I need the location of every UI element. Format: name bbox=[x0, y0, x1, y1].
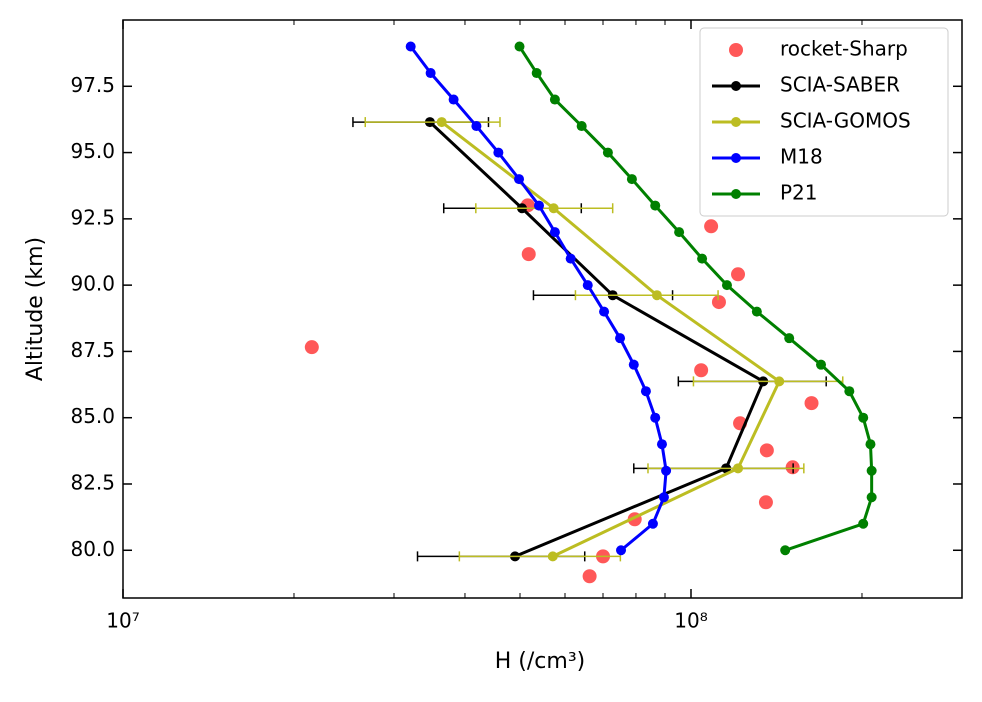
point bbox=[425, 68, 436, 79]
point bbox=[547, 551, 558, 562]
line bbox=[428, 120, 766, 558]
y-tick-label: 90.0 bbox=[70, 272, 115, 296]
point bbox=[436, 117, 447, 128]
legend-label: P21 bbox=[780, 181, 818, 205]
point bbox=[711, 295, 726, 310]
legend-label: SCIA-SABER bbox=[780, 73, 900, 97]
plot-frame bbox=[122, 19, 963, 599]
point bbox=[549, 227, 560, 238]
point bbox=[844, 386, 855, 397]
point bbox=[656, 439, 667, 450]
point bbox=[816, 359, 827, 370]
legend-marker bbox=[731, 153, 741, 163]
point bbox=[582, 280, 593, 291]
point bbox=[866, 492, 877, 503]
point bbox=[731, 267, 746, 282]
point bbox=[661, 465, 672, 476]
point bbox=[626, 174, 637, 185]
point bbox=[599, 306, 610, 317]
point bbox=[784, 333, 795, 344]
point bbox=[758, 495, 773, 510]
legend-label: M18 bbox=[780, 145, 823, 169]
legend-marker bbox=[731, 117, 741, 127]
point bbox=[697, 253, 708, 264]
point bbox=[858, 518, 869, 529]
point bbox=[628, 359, 639, 370]
point bbox=[640, 386, 651, 397]
point bbox=[531, 68, 542, 79]
point bbox=[549, 94, 560, 105]
point bbox=[471, 121, 482, 132]
y-tick-label: 92.5 bbox=[70, 205, 115, 229]
point bbox=[616, 545, 627, 556]
x-tick-label: 10⁸ bbox=[674, 609, 707, 633]
point bbox=[304, 340, 319, 355]
point bbox=[565, 253, 576, 264]
point bbox=[704, 219, 719, 234]
point bbox=[866, 465, 877, 476]
y-axis-label: Altitude (km) bbox=[23, 237, 48, 381]
point bbox=[651, 290, 662, 301]
legend-marker bbox=[731, 189, 741, 199]
point bbox=[615, 333, 626, 344]
legend-marker bbox=[731, 81, 741, 91]
point bbox=[533, 200, 544, 211]
point bbox=[674, 227, 685, 238]
y-tick-label: 95.0 bbox=[70, 139, 115, 163]
point bbox=[774, 376, 785, 387]
point bbox=[650, 200, 661, 211]
point bbox=[858, 412, 869, 423]
y-tick-label: 85.0 bbox=[70, 404, 115, 428]
point bbox=[647, 518, 658, 529]
point bbox=[721, 280, 732, 291]
y-tick-label: 87.5 bbox=[70, 338, 115, 362]
y-tick-label: 82.5 bbox=[70, 470, 115, 494]
point bbox=[514, 174, 525, 185]
legend-label: SCIA-GOMOS bbox=[780, 109, 911, 133]
point bbox=[658, 492, 669, 503]
point bbox=[865, 439, 876, 450]
point bbox=[733, 463, 744, 474]
x-tick-label: 10⁷ bbox=[106, 609, 139, 633]
point bbox=[405, 41, 416, 52]
legend-marker bbox=[729, 43, 743, 57]
point bbox=[759, 443, 774, 458]
point bbox=[650, 412, 661, 423]
x-axis-label: H (/cm³) bbox=[495, 649, 585, 674]
legend-label: rocket-Sharp bbox=[780, 37, 908, 61]
point bbox=[448, 94, 459, 105]
legend-box bbox=[699, 27, 949, 217]
point bbox=[514, 41, 525, 52]
point bbox=[780, 545, 791, 556]
point bbox=[804, 396, 819, 411]
y-tick-label: 97.5 bbox=[70, 73, 115, 97]
y-tick-label: 80.0 bbox=[70, 537, 115, 561]
line bbox=[440, 120, 782, 558]
point bbox=[493, 147, 504, 158]
point bbox=[602, 147, 613, 158]
point bbox=[521, 247, 536, 262]
point bbox=[582, 569, 597, 584]
plot-area bbox=[304, 41, 877, 584]
point bbox=[548, 203, 559, 214]
point bbox=[694, 363, 709, 378]
point bbox=[576, 121, 587, 132]
point bbox=[751, 306, 762, 317]
